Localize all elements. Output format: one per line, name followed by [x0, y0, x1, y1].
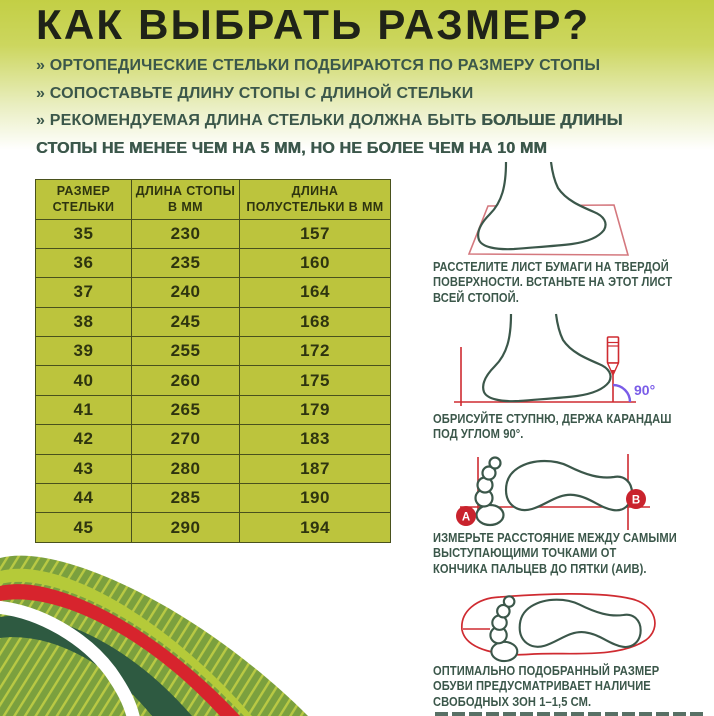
bullet-list: » ОРТОПЕДИЧЕСКИЕ СТЕЛЬКИ ПОДБИРАЮТСЯ ПО … [36, 52, 696, 162]
bullet-item: » ОРТОПЕДИЧЕСКИЕ СТЕЛЬКИ ПОДБИРАЮТСЯ ПО … [36, 52, 696, 80]
table-row: 39 255 172 [35, 336, 391, 367]
table-row: 40 260 175 [35, 365, 391, 396]
footprint-icon [489, 595, 642, 663]
footprint-measure-icon: А В [456, 454, 650, 530]
table-row: 45 290 194 [35, 512, 391, 543]
point-b-badge: В [626, 489, 646, 509]
table-cell: 172 [239, 336, 391, 367]
table-cell: 260 [131, 365, 240, 396]
table-row: 44 285 190 [35, 483, 391, 514]
step-caption-2: ОБРИСУЙТЕ СТУПНЮ, ДЕРЖА КАРАНДАШ ПОД УГЛ… [433, 411, 672, 442]
header-half-insole-length: ДЛИНА ПОЛУСТЕЛЬКИ В ММ [239, 179, 391, 220]
table-row: 36 235 160 [35, 247, 391, 279]
table-cell: 194 [239, 512, 391, 543]
bullet-item: » РЕКОМЕНДУЕМАЯ ДЛИНА СТЕЛЬКИ ДОЛЖНА БЫТ… [36, 107, 696, 162]
wave-decoration [0, 555, 308, 716]
header-insole-size: РАЗМЕР СТЕЛЬКИ [35, 179, 132, 220]
angle-arc [612, 383, 632, 403]
table-row: 37 240 164 [35, 277, 391, 308]
step-caption-3: ИЗМЕРЬТЕ РАССТОЯНИЕ МЕЖДУ САМЫМИ ВЫСТУПА… [433, 530, 677, 576]
table-cell: 235 [131, 247, 240, 279]
table-cell: 245 [131, 306, 240, 338]
table-cell: 35 [35, 218, 132, 249]
bullet-text: СОПОСТАВЬТЕ ДЛИНУ СТОПЫ С ДЛИНОЙ СТЕЛЬКИ [49, 84, 474, 102]
table-cell: 44 [35, 483, 132, 514]
wave-ribbon-white [0, 600, 140, 716]
foot-outline-icon [482, 313, 612, 403]
table-row: 38 245 168 [35, 306, 391, 338]
table-cell: 187 [239, 453, 391, 485]
pencil-icon [606, 336, 620, 376]
table-cell: 280 [131, 453, 240, 485]
table-cell: 230 [131, 218, 240, 249]
table-cell: 164 [239, 277, 391, 308]
table-cell: 157 [239, 218, 391, 249]
bullet-text: ОРТОПЕДИЧЕСКИЕ СТЕЛЬКИ ПОДБИРАЮТСЯ ПО РА… [49, 57, 601, 74]
table-cell: 175 [239, 365, 391, 396]
table-cell: 179 [239, 394, 391, 426]
table-cell: 36 [35, 247, 132, 279]
table-row: 35 230 157 [35, 218, 391, 249]
table-cell: 240 [131, 277, 240, 308]
table-row: 43 280 187 [35, 453, 391, 485]
bullet-text: РЕКОМЕНДУЕМАЯ ДЛИНА СТЕЛЬКИ ДОЛЖНА БЫТЬ [49, 112, 482, 130]
bullet-marker: » [36, 84, 46, 102]
table-cell: 38 [35, 306, 132, 338]
table-cell: 255 [131, 336, 240, 367]
bullet-marker: » [36, 112, 46, 130]
footprint-icon [474, 456, 634, 527]
footprint-insole-icon [461, 593, 656, 663]
svg-text:А: А [462, 512, 470, 524]
bullet-marker: » [36, 57, 46, 74]
table-cell: 190 [239, 483, 391, 514]
step-caption-1: РАССТЕЛИТЕ ЛИСТ БУМАГИ НА ТВЕРДОЙ ПОВЕРХ… [433, 259, 673, 305]
bullet-item: » СОПОСТАВЬТЕ ДЛИНУ СТОПЫ С ДЛИНОЙ СТЕЛЬ… [36, 80, 696, 108]
cropped-text-top-strip [435, 712, 703, 716]
point-a-badge: А [456, 506, 476, 526]
table-cell: 42 [35, 424, 132, 455]
angle-label: 90° [634, 382, 655, 398]
wave-band-hatch-corner [0, 637, 152, 716]
table-cell: 168 [239, 306, 391, 338]
bullet-text-strong: БОЛЬШЕ ДЛИНЫ СТОПЫ НЕ МЕНЕЕ ЧЕМ НА 5 ММ,… [36, 112, 623, 157]
table-cell: 43 [35, 453, 132, 485]
table-cell: 41 [35, 394, 132, 426]
table-cell: 37 [35, 277, 132, 308]
svg-text:В: В [632, 495, 640, 507]
table-row: 42 270 183 [35, 424, 391, 455]
header-foot-length: ДЛИНА СТОПЫ В ММ [131, 179, 240, 220]
table-header-row: РАЗМЕР СТЕЛЬКИ ДЛИНА СТОПЫ В ММ ДЛИНА ПО… [35, 179, 391, 220]
table-row: 41 265 179 [35, 394, 391, 426]
table-cell: 160 [239, 247, 391, 279]
table-cell: 39 [35, 336, 132, 367]
page-title: КАК ВЫБРАТЬ РАЗМЕР? [36, 1, 591, 48]
foot-outline-icon [477, 162, 607, 251]
foot-tracing-icon: 90° [454, 313, 655, 406]
table-cell: 40 [35, 365, 132, 396]
table-cell: 183 [239, 424, 391, 455]
step-caption-4: ОПТИМАЛЬНО ПОДОБРАННЫЙ РАЗМЕР ОБУВИ ПРЕД… [433, 663, 660, 709]
table-cell: 265 [131, 394, 240, 426]
foot-on-paper-icon [467, 162, 630, 256]
table-cell: 285 [131, 483, 240, 514]
table-cell: 270 [131, 424, 240, 455]
insole-size-table: РАЗМЕР СТЕЛЬКИ ДЛИНА СТОПЫ В ММ ДЛИНА ПО… [35, 179, 391, 543]
